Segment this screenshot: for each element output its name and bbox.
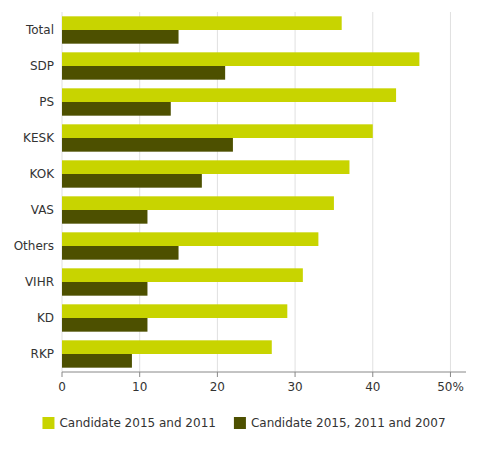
bar [62,138,233,152]
x-axis-line [62,372,466,373]
bar [62,66,225,80]
tick-mark [139,372,140,377]
chart: 0 10 20 30 40 50% Total SDP PS KESK KOK VAS Others VI… [0,0,488,457]
bar [62,102,171,116]
category-label: Others [14,239,54,253]
category-label: Total [25,23,54,37]
bar [62,16,342,30]
bar [62,124,373,138]
bar [62,318,147,332]
bar [62,30,179,44]
legend-swatch [234,417,246,429]
bar [62,52,419,66]
bar [62,210,147,224]
grid-line [450,12,451,372]
bar [62,246,179,260]
category-label: KOK [29,167,55,181]
tick-mark [217,372,218,377]
tick-label: 0 [58,380,66,394]
legend: Candidate 2015 and 2011 Candidate 2015, 2… [42,416,445,430]
tick-label: 10 [132,380,147,394]
bars [62,16,419,367]
bar [62,232,318,246]
legend-label: Candidate 2015, 2011 and 2007 [251,416,446,430]
category-label: VAS [31,203,54,217]
category-label: RKP [31,347,54,361]
legend-label: Candidate 2015 and 2011 [59,416,215,430]
category-label: KD [37,311,54,325]
bar [62,174,202,188]
category-label: VIHR [25,275,54,289]
category-label: SDP [30,59,54,73]
tick-label: 50% [437,380,464,394]
tick-mark [62,372,63,377]
bar [62,282,147,296]
legend-swatch [42,417,54,429]
bar [62,340,272,354]
tick-mark [372,372,373,377]
category-label: PS [39,95,54,109]
tick-label: 40 [365,380,380,394]
bar [62,88,396,102]
bar [62,160,349,174]
bar [62,354,132,368]
bar [62,304,287,318]
bar [62,268,303,282]
tick-label: 30 [287,380,302,394]
tick-label: 20 [210,380,225,394]
tick-mark [450,372,451,377]
category-label: KESK [23,131,55,145]
bar [62,196,334,210]
tick-mark [295,372,296,377]
